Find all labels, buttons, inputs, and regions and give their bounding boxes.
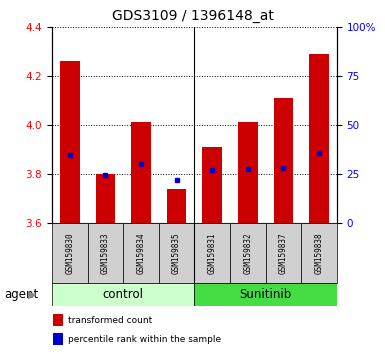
Text: GSM159831: GSM159831 bbox=[208, 232, 217, 274]
Text: GSM159832: GSM159832 bbox=[243, 232, 252, 274]
Bar bbox=[266, 223, 301, 283]
Text: Sunitinib: Sunitinib bbox=[239, 288, 292, 301]
Bar bbox=[52, 223, 88, 283]
Bar bbox=[309, 53, 329, 223]
Bar bbox=[238, 122, 258, 223]
Text: GSM159833: GSM159833 bbox=[101, 232, 110, 274]
Text: GSM159834: GSM159834 bbox=[137, 232, 146, 274]
Bar bbox=[203, 147, 222, 223]
Text: ▶: ▶ bbox=[28, 290, 36, 300]
Bar bbox=[301, 223, 337, 283]
Text: GSM159830: GSM159830 bbox=[65, 232, 74, 274]
Text: control: control bbox=[103, 288, 144, 301]
Text: GSM159838: GSM159838 bbox=[315, 232, 323, 274]
Text: percentile rank within the sample: percentile rank within the sample bbox=[68, 335, 221, 344]
Text: agent: agent bbox=[4, 288, 38, 301]
Bar bbox=[54, 314, 64, 326]
Bar bbox=[88, 223, 123, 283]
Bar bbox=[95, 174, 115, 223]
Bar bbox=[230, 223, 266, 283]
Bar bbox=[52, 283, 194, 306]
Bar bbox=[123, 223, 159, 283]
Bar bbox=[159, 223, 194, 283]
Text: GDS3109 / 1396148_at: GDS3109 / 1396148_at bbox=[112, 9, 273, 23]
Bar bbox=[54, 333, 64, 345]
Bar bbox=[194, 283, 337, 306]
Bar bbox=[194, 223, 230, 283]
Text: GSM159837: GSM159837 bbox=[279, 232, 288, 274]
Bar bbox=[167, 189, 186, 223]
Text: transformed count: transformed count bbox=[68, 316, 152, 325]
Bar bbox=[131, 122, 151, 223]
Bar bbox=[274, 98, 293, 223]
Text: GSM159835: GSM159835 bbox=[172, 232, 181, 274]
Bar bbox=[60, 61, 80, 223]
